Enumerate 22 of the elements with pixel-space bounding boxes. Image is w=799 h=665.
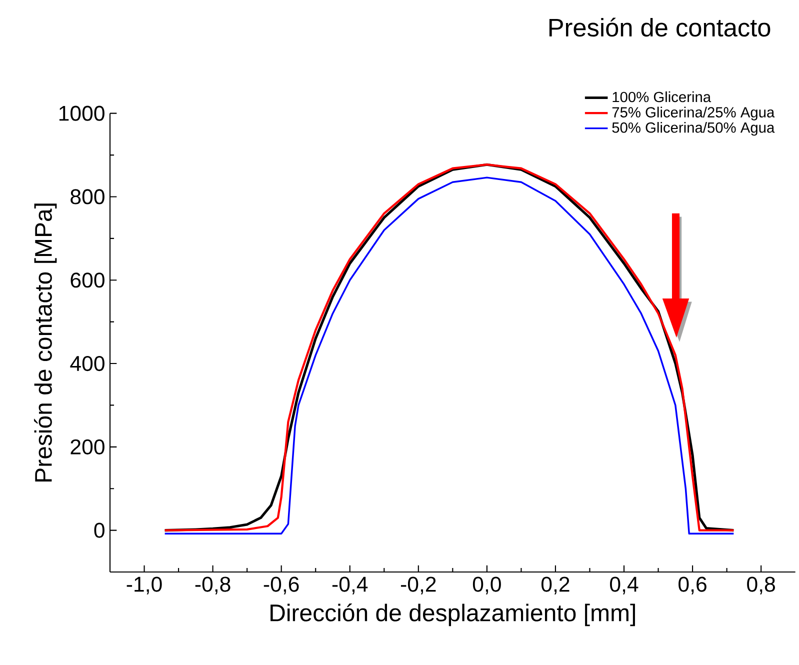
x-axis-title: Dirección de desplazamiento [mm] [270,603,635,626]
legend-label: 75% Glicerina/25% Agua [612,106,775,120]
x-tick-label: 0,2 [541,576,570,594]
x-tick-label: -0,4 [332,576,368,594]
x-tick-label: -0,8 [195,576,230,594]
x-tick-label: 0,0 [472,576,501,594]
x-tick-label: 0,6 [678,576,706,594]
y-tick-label: 0 [94,522,104,538]
legend-label: 50% Glicerina/50% Agua [612,122,775,136]
chart-title: Presión de contacto [549,18,770,37]
y-tick-label: 1000 [59,106,104,121]
y-tick-label: 800 [70,189,104,204]
x-tick-label: 0,4 [610,576,638,594]
y-tick-label: 200 [70,439,104,454]
x-tick-label: 0,8 [747,576,775,594]
x-tick-label: -0,2 [400,576,436,594]
y-tick-label: 600 [70,272,104,288]
legend-label: 100% Glicerina [612,91,712,102]
y-axis-title: Presión de contacto [MPa] [34,204,57,482]
y-tick-label: 400 [70,356,104,372]
x-tick-label: -0,6 [264,576,299,594]
x-tick-label: -1,0 [126,576,162,594]
